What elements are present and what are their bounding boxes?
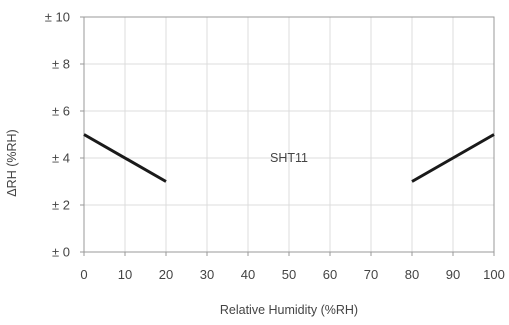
- x-tick-label: 40: [241, 267, 255, 282]
- y-tick-label: ± 6: [52, 104, 70, 119]
- y-tick-label: ± 10: [45, 10, 70, 25]
- x-tick-label: 10: [118, 267, 132, 282]
- x-tick-label: 30: [200, 267, 214, 282]
- axes: [80, 16, 495, 256]
- series-group: [83, 133, 495, 183]
- x-tick-label: 80: [405, 267, 419, 282]
- y-axis-title: ΔRH (%RH): [5, 129, 19, 196]
- annotation-sht11: SHT11: [270, 151, 308, 165]
- y-tick-label: ± 4: [52, 151, 70, 166]
- y-tick-label: ± 0: [52, 245, 70, 260]
- grid: [83, 16, 495, 253]
- x-tick-label: 90: [446, 267, 460, 282]
- series-line-1: [411, 133, 495, 183]
- x-tick-label: 70: [364, 267, 378, 282]
- y-tick-label: ± 8: [52, 57, 70, 72]
- x-axis-title: Relative Humidity (%RH): [220, 303, 358, 317]
- x-tick-label: 0: [80, 267, 87, 282]
- x-tick-label: 60: [323, 267, 337, 282]
- x-tick-label: 50: [282, 267, 296, 282]
- labels: Relative Humidity (%RH) ΔRH (%RH) SHT11 …: [5, 10, 505, 318]
- x-tick-label: 100: [483, 267, 505, 282]
- y-tick-label: ± 2: [52, 198, 70, 213]
- x-tick-label: 20: [159, 267, 173, 282]
- series-line-0: [83, 133, 167, 183]
